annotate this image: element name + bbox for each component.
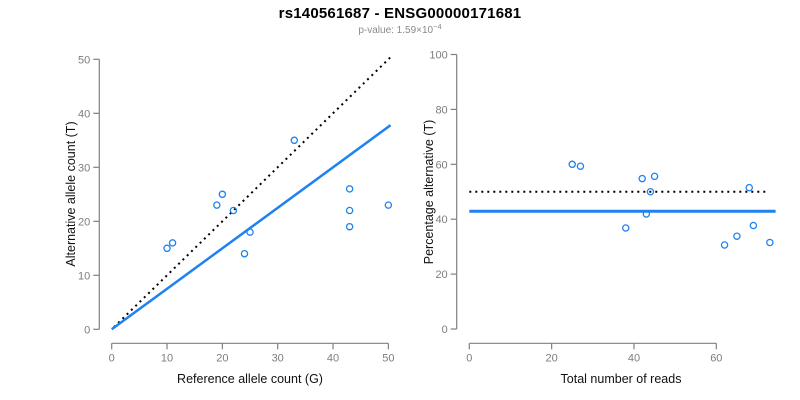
y-tick-label: 40 <box>435 214 447 226</box>
data-point <box>229 206 238 215</box>
plot-subtitle: p-value: 1.59×10−4 <box>0 22 800 36</box>
y-tick-label: 60 <box>435 159 447 171</box>
x-tick-label: 30 <box>272 352 284 364</box>
pvalue-text: p-value: 1.59×10 <box>358 25 434 36</box>
left-plot-xlabel: Reference allele count (G) <box>177 372 323 386</box>
left-plot-ylabel: Alternative allele count (T) <box>64 121 78 267</box>
data-point <box>642 210 651 218</box>
x-tick-label: 20 <box>216 352 228 364</box>
data-point <box>745 183 754 192</box>
data-point <box>646 187 655 196</box>
x-tick-label: 40 <box>327 352 339 364</box>
x-tick-label: 0 <box>109 352 115 364</box>
plot-title: rs140561687 - ENSG00000171681 <box>278 5 522 22</box>
data-point <box>246 228 254 236</box>
y-tick-label: 20 <box>435 269 447 281</box>
data-point <box>163 244 171 253</box>
data-point <box>345 222 354 231</box>
data-point <box>568 160 576 169</box>
data-point <box>733 232 741 240</box>
x-tick-label: 60 <box>710 352 722 364</box>
y-tick-label: 0 <box>84 324 90 336</box>
data-point <box>650 172 659 181</box>
y-tick-label: 0 <box>442 324 448 336</box>
fit-line <box>110 124 392 331</box>
x-tick-label: 0 <box>466 352 472 364</box>
data-point <box>240 249 249 258</box>
data-point <box>766 238 774 247</box>
data-point <box>638 174 646 183</box>
y-tick-label: 50 <box>78 54 90 66</box>
right-scatter-plot: 0 20 40 60 80 100 0 20 40 60 <box>429 50 776 364</box>
x-tick-label: 40 <box>628 352 640 364</box>
right-plot-xlabel: Total number of reads <box>560 372 682 386</box>
data-point <box>384 201 393 209</box>
data-point <box>576 162 585 170</box>
data-point <box>290 136 299 145</box>
data-point <box>218 190 227 199</box>
data-point <box>345 185 354 193</box>
data-point <box>213 201 221 209</box>
y-tick-label: 100 <box>429 50 447 62</box>
left-scatter-plot: 0 10 20 30 40 50 0 10 20 30 40 50 <box>78 54 394 364</box>
data-point <box>168 239 177 247</box>
y-tick-label: 80 <box>435 104 447 116</box>
y-tick-label: 30 <box>78 162 90 174</box>
pvalue-exponent: −4 <box>433 22 442 31</box>
right-plot-ylabel: Percentage alternative (T) <box>422 119 436 265</box>
x-tick-label: 50 <box>382 352 394 364</box>
y-tick-label: 10 <box>78 270 90 282</box>
data-point <box>621 224 630 232</box>
x-tick-label: 10 <box>161 352 173 364</box>
data-point <box>720 241 729 249</box>
data-point <box>749 221 758 230</box>
y-tick-label: 40 <box>78 108 90 120</box>
x-tick-label: 20 <box>546 352 558 364</box>
data-point <box>345 206 354 215</box>
y-tick-label: 20 <box>78 216 90 228</box>
